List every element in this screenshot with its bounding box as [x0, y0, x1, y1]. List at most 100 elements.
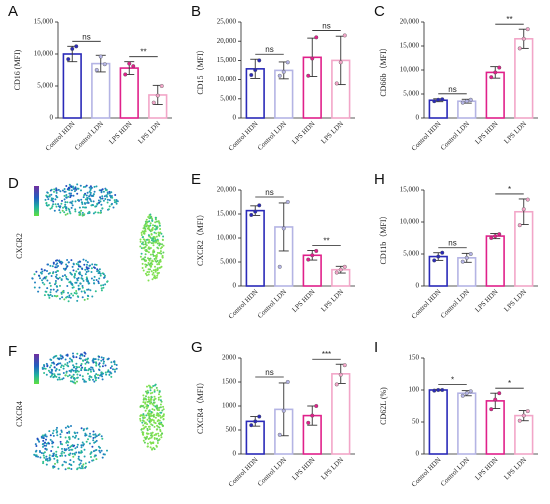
umap-cell [58, 276, 61, 279]
umap-cell [149, 247, 152, 249]
umap-cell [94, 361, 97, 364]
umap-cell [149, 392, 152, 395]
umap-cell [56, 295, 59, 297]
y-tick-label: 10,000 [217, 75, 237, 83]
umap-cell [143, 406, 146, 409]
umap-cell [75, 434, 78, 437]
umap-cell [150, 436, 153, 439]
umap-cell [144, 421, 147, 424]
umap-cell [65, 448, 68, 451]
umap-cell [80, 274, 83, 277]
umap-cell [102, 286, 105, 289]
x-tick-label: Control LDN [439, 120, 471, 152]
umap-cell [91, 445, 94, 448]
data-point [342, 33, 347, 38]
umap-cell [81, 203, 84, 205]
umap-cell [73, 190, 76, 193]
umap-cell [142, 404, 145, 407]
umap-cell [48, 456, 51, 459]
umap-cell [93, 185, 96, 188]
umap-cell [69, 212, 72, 215]
umap-cell [153, 389, 156, 392]
umap-cell [66, 440, 69, 443]
umap-cell [66, 425, 69, 428]
umap-cell [50, 368, 53, 371]
umap-cell [70, 259, 73, 262]
umap-cell [93, 190, 96, 193]
y-axis-label: CD66b（MFI） [379, 43, 388, 96]
umap-cell [72, 263, 75, 266]
umap-cell [71, 265, 74, 268]
umap-cell [66, 364, 69, 367]
bar [514, 414, 534, 455]
umap-cell [55, 189, 58, 192]
umap-cell [153, 448, 156, 451]
umap-cell [73, 292, 76, 294]
umap-cell [47, 198, 50, 201]
umap-cell [54, 462, 56, 465]
umap-cell [43, 269, 46, 272]
umap-cell [70, 425, 72, 427]
umap-cell [76, 295, 79, 298]
umap-cell [58, 369, 61, 371]
umap-cell [58, 209, 61, 212]
umap-cell [114, 370, 116, 373]
significance-label: ns [448, 239, 456, 248]
umap-cell [99, 200, 102, 203]
data-point [432, 99, 437, 104]
data-point [436, 97, 441, 102]
umap-cell [85, 194, 88, 197]
umap-cell [46, 287, 49, 290]
umap-cell [78, 466, 81, 469]
umap-cell [149, 224, 152, 227]
umap-cell [67, 467, 70, 470]
umap-cell [79, 184, 82, 187]
significance-label: ns [448, 85, 456, 94]
umap-cell [72, 187, 75, 190]
umap-cell [70, 358, 73, 361]
data-point [440, 250, 445, 255]
umap-cell [46, 459, 49, 462]
umap-cell [71, 200, 74, 203]
umap-cell [65, 209, 68, 212]
umap-cell [43, 364, 45, 366]
umap-cell [102, 362, 105, 365]
umap-cell [98, 365, 101, 368]
umap-cell [63, 194, 66, 197]
data-point [102, 62, 107, 67]
umap-cell [81, 286, 84, 289]
umap-cell [69, 281, 72, 284]
umap-cell [61, 463, 64, 466]
umap-cell [101, 188, 104, 191]
umap-cell [69, 196, 72, 199]
umap-cell [108, 373, 111, 376]
umap-cell [157, 434, 160, 437]
umap-cell [100, 356, 103, 359]
umap-cell [85, 440, 88, 443]
umap-cell [115, 202, 118, 205]
umap-cell [66, 188, 69, 191]
umap-cell [156, 274, 159, 277]
umap-cell [141, 267, 144, 269]
y-tick-label: 20,000 [217, 186, 237, 194]
umap-cell [88, 197, 91, 200]
umap-cell [42, 462, 45, 465]
umap-cell [68, 281, 71, 284]
umap-cell [115, 367, 118, 370]
umap-cell [146, 250, 149, 253]
data-point [281, 69, 286, 74]
umap-cell [91, 295, 94, 298]
umap-cell [97, 269, 100, 272]
umap-cell [158, 422, 161, 425]
umap-cell [159, 430, 162, 433]
umap-cell [53, 366, 56, 369]
umap-cell [148, 420, 151, 423]
umap-cell [154, 221, 157, 224]
umap-cell [53, 190, 55, 193]
umap-cell [82, 279, 85, 282]
umap-cell [104, 364, 107, 367]
umap-cell [51, 372, 54, 375]
umap-cell [78, 463, 81, 466]
umap-cell [139, 417, 142, 420]
umap-cell [97, 272, 100, 275]
